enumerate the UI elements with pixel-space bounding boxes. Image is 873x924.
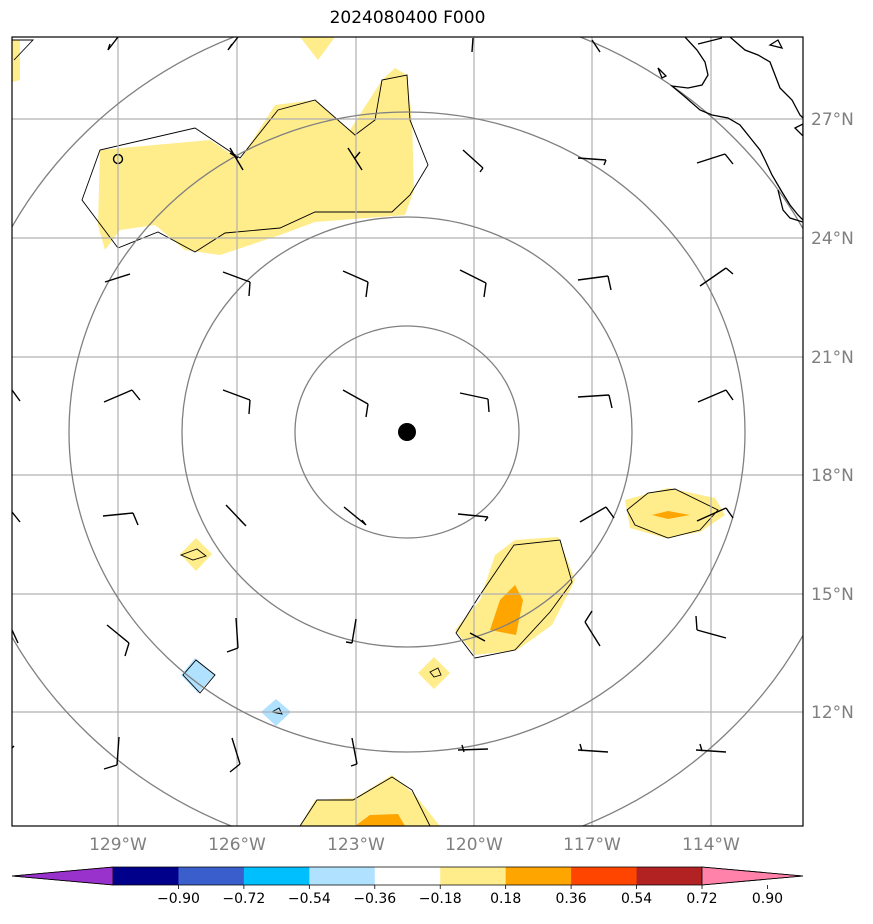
lon-label: 114°W (682, 835, 740, 855)
lon-label: 117°W (563, 835, 621, 855)
colorbar-segment (505, 867, 572, 885)
colorbar-tick-label: −0.54 (288, 891, 331, 907)
colorbar-segment (374, 867, 441, 885)
colorbar-segment (309, 867, 376, 885)
colorbar-extend-low (11, 866, 114, 886)
colorbar-tick-label: 0.18 (490, 891, 521, 907)
colorbar-tick-label: 0.36 (556, 891, 587, 907)
storm-center-marker (398, 423, 416, 441)
lon-label: 129°W (89, 835, 147, 855)
colorbar-tick-label: −0.18 (419, 891, 462, 907)
colorbar-segment (440, 867, 507, 885)
wind-barbs (12, 37, 734, 773)
lat-label: 24°N (811, 229, 854, 249)
colorbar-tick-label: 0.90 (752, 891, 783, 907)
lat-label: 21°N (811, 348, 854, 368)
lat-label: 15°N (811, 585, 854, 605)
colorbar-segment (113, 867, 179, 885)
graticule (12, 37, 803, 826)
colorbar-segment (243, 867, 310, 885)
colorbar-outline (11, 866, 804, 886)
range-rings (12, 37, 803, 826)
map-plot-area (12, 37, 803, 826)
colorbar-tick-label: −0.90 (157, 891, 200, 907)
lon-label: 123°W (327, 835, 385, 855)
coastline (657, 37, 803, 223)
colorbar-tick-label: 0.72 (686, 891, 717, 907)
shaded-field (12, 37, 725, 826)
lat-label: 18°N (811, 466, 854, 486)
colorbar-tick-label: −0.36 (353, 891, 396, 907)
colorbar-segment (178, 867, 245, 885)
lon-label: 126°W (208, 835, 266, 855)
colorbar-tick-label: 0.54 (621, 891, 652, 907)
lat-label: 12°N (811, 703, 854, 723)
lon-label: 120°W (445, 835, 503, 855)
colorbar-segment (636, 867, 703, 885)
colorbar-tick-label: −0.72 (222, 891, 265, 907)
map-frame (11, 36, 804, 827)
lat-label: 27°N (811, 110, 854, 130)
map-title: 2024080400 F000 (329, 8, 486, 28)
colorbar-extend-high (701, 866, 804, 886)
colorbar: −0.90 −0.72 −0.54 −0.36 −0.18 0.18 0.36 0.54 0.7… (11, 866, 804, 907)
colorbar-segment (571, 867, 638, 885)
